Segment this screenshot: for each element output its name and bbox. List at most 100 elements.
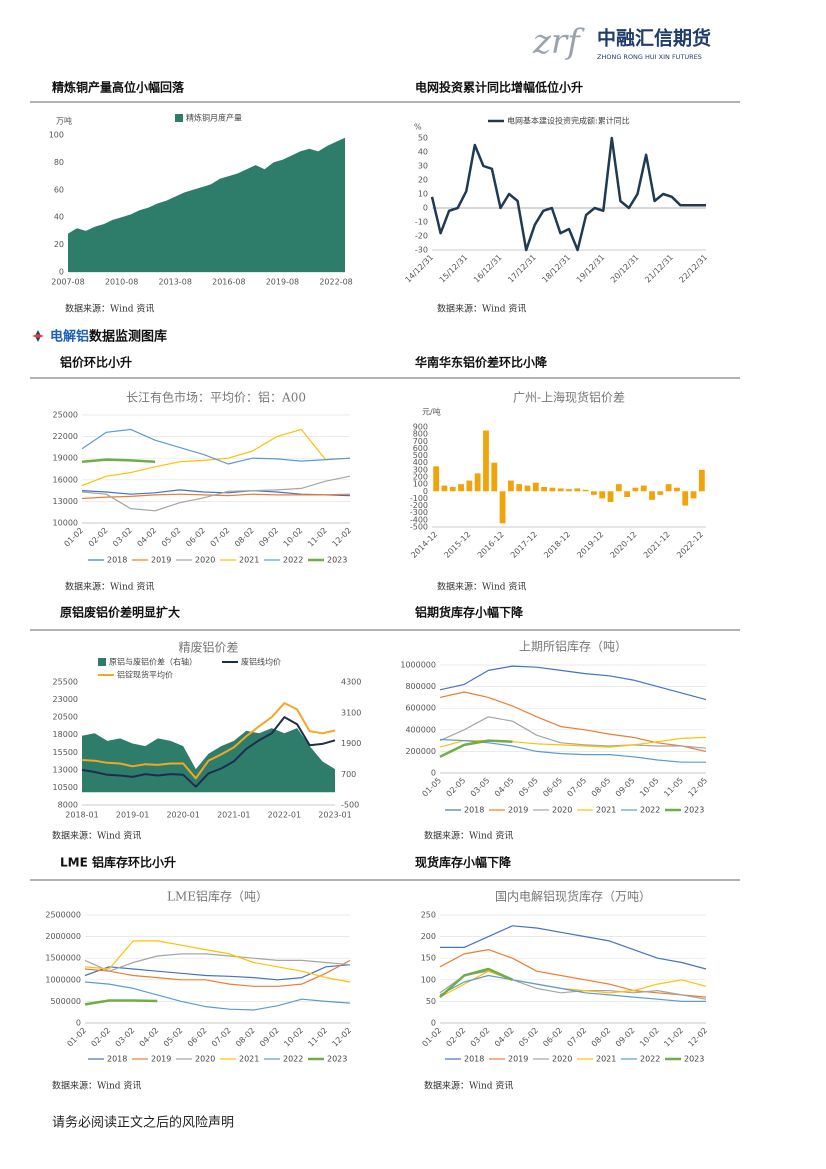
bar [483,430,489,492]
source-note: 数据来源：Wind 资讯 [437,581,526,593]
source-note: 数据来源：Wind 资讯 [65,303,154,315]
x-tick-label: 2016-12 [476,530,506,560]
x-tick-label: 05-02 [517,1026,540,1049]
y-tick-label: 200 [421,932,436,941]
x-tick-label: 2021-12 [642,530,672,560]
y-tick-label: 16000 [53,475,78,484]
x-tick-label: 11-02 [662,1026,685,1049]
x-tick-label: 04-02 [138,1026,161,1049]
chart-title: LME铝库存（吨） [167,889,268,904]
x-tick-label: 06-02 [184,526,207,549]
y-tick-label: 10500 [53,783,78,792]
x-tick-label: 10-02 [638,1026,661,1049]
x-tick-label: 11-02 [306,1026,329,1049]
bar [591,491,597,495]
x-tick-label: 2016-08 [212,278,245,287]
bar [607,491,614,502]
chart-title: 上期所铝库存（吨） [519,639,627,654]
y-tick-label: 600000 [405,704,436,713]
x-tick-label: 05-05 [517,776,540,799]
source-note: 数据来源：Wind 资讯 [424,830,513,842]
line [439,970,707,998]
chart-title: 长江有色市场：平均价：铝：A00 [126,390,306,405]
x-tick-label: 01-02 [65,1026,88,1049]
x-tick-label: 03-02 [469,1026,492,1049]
bar [640,485,647,492]
y-tick-label: 60 [54,185,64,194]
x-tick-label: 06-02 [541,1026,564,1049]
line [81,458,156,464]
y-tick-label: 1500000 [45,954,81,963]
bar [433,466,440,492]
x-tick-label: 2010-08 [105,278,138,287]
y-tick-label: 30 [418,162,428,171]
y-axis-label: 万吨 [56,116,72,126]
x-tick-label: 09-02 [257,526,280,549]
y-tick-label: 0 [59,268,64,277]
y-tick-label: 50 [426,997,436,1006]
bar [491,462,498,492]
bar [657,491,664,495]
x-tick-label: 18/12/31 [540,253,572,285]
y-tick-label: 25000 [53,411,78,420]
legend-swatch [175,114,183,122]
x-tick-label: 02-02 [445,1026,468,1049]
x-tick-label: 05-02 [162,1026,185,1049]
y-tick-label: -10 [415,218,428,227]
bar [624,491,631,497]
panel-heading: 华南华东铝价差环比小降 [415,355,548,370]
panel-heading: 铝期货库存小幅下降 [415,605,524,620]
legend-label: 2020 [195,1055,215,1064]
bar [441,485,448,492]
line [439,739,513,758]
line [84,959,351,987]
y-tick-label: 10000 [53,519,78,528]
x-tick-label: 01-02 [62,526,85,549]
legend-label: 2021 [596,806,616,815]
line [439,949,707,998]
x-tick-label: 2017-12 [509,530,539,560]
x-tick-label: 06-02 [186,1026,209,1049]
x-tick-label: 08-02 [590,1026,613,1049]
y-tick-label: 15500 [53,748,78,757]
y-tick-label: 13000 [53,765,78,774]
x-tick-label: 16/12/31 [472,253,504,285]
x-tick-label: 07-02 [210,1026,233,1049]
x-tick-label: 03-02 [114,1026,137,1049]
legend-label: 2023 [327,556,347,565]
line [81,475,351,512]
legend-label: 2021 [596,1055,616,1064]
bar [599,491,606,499]
x-tick-label: 02-02 [89,1026,112,1049]
chart-title: 国内电解铝现货库存（万吨） [495,889,651,904]
x-tick-label: 10-02 [282,1026,305,1049]
x-tick-label: 09-02 [614,1026,637,1049]
bar [615,484,622,492]
chart-title: 精废铝价差 [178,640,238,655]
legend-label: 铝锭现货平均价 [117,670,173,680]
x-tick-label: 2013-08 [159,278,192,287]
legend-label: 2020 [552,806,572,815]
y-tick-label: 50 [418,134,428,143]
y-axis-label: % [414,123,422,132]
x-tick-label: 2021-01 [217,811,250,820]
source-note: 数据来源：Wind 资讯 [52,1080,141,1092]
x-tick-label: 17/12/31 [506,253,538,285]
x-tick-label: 07-02 [565,1026,588,1049]
y-axis-label: 元/吨 [422,407,441,417]
y2-tick-label: 1900 [341,739,361,748]
bar [582,489,589,492]
y2-tick-label: 700 [341,770,356,779]
legend-label: 2018 [464,806,484,815]
x-tick-label: 04-05 [493,776,516,799]
y-tick-label: 300 [413,465,428,474]
x-tick-label: 12-02 [330,1026,353,1049]
legend-label: 2023 [684,806,704,815]
bar [574,488,581,492]
legend-label: 精炼铜月度产量 [186,113,242,123]
legend-label: 2021 [239,556,259,565]
y-tick-label: 700 [413,437,428,446]
source-note: 数据来源：Wind 资讯 [424,1080,513,1092]
x-tick-label: 19/12/31 [575,253,607,285]
